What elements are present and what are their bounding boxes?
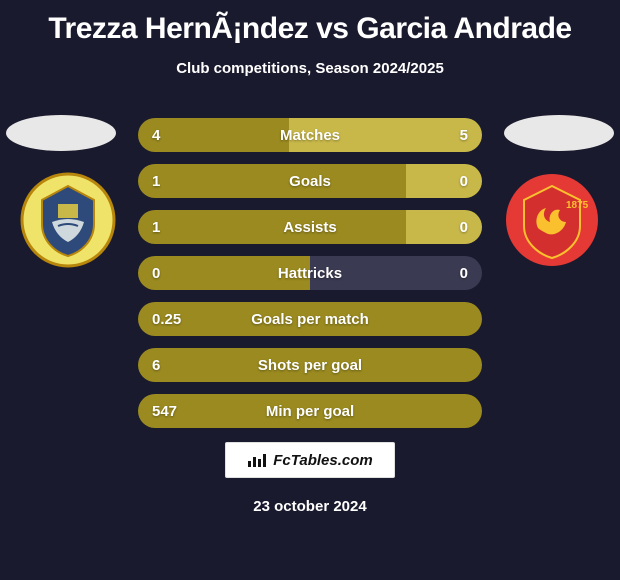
stat-bar-left — [138, 256, 310, 290]
crest-right-icon: 1875 — [504, 172, 600, 268]
stat-row: 00Hattricks — [138, 256, 482, 290]
stat-bar-left — [138, 118, 289, 152]
subtitle: Club competitions, Season 2024/2025 — [0, 60, 620, 77]
stat-row: 0.25Goals per match — [138, 302, 482, 336]
stat-bar-right — [406, 210, 482, 244]
stat-bar-left — [138, 394, 482, 428]
stat-bar-bg — [138, 118, 482, 152]
date-text: 23 october 2024 — [0, 498, 620, 515]
stat-row: 10Goals — [138, 164, 482, 198]
stat-row: 547Min per goal — [138, 394, 482, 428]
stat-bar-left — [138, 348, 482, 382]
stat-bar-right — [289, 118, 482, 152]
stat-bar-right — [406, 164, 482, 198]
stat-bar-bg — [138, 302, 482, 336]
stat-row: 10Assists — [138, 210, 482, 244]
stat-bar-left — [138, 210, 406, 244]
player-left-ellipse — [6, 115, 116, 151]
page-title: Trezza HernÃ¡ndez vs Garcia Andrade — [0, 0, 620, 46]
brand-text: FcTables.com — [273, 452, 372, 469]
stat-bar-left — [138, 302, 482, 336]
stat-bar-bg — [138, 348, 482, 382]
brand-chart-icon — [247, 452, 267, 468]
crest-left-icon — [20, 172, 116, 268]
stat-bar-bg — [138, 394, 482, 428]
stat-row: 45Matches — [138, 118, 482, 152]
club-crest-right: 1875 — [504, 172, 600, 268]
stat-bar-bg — [138, 164, 482, 198]
stat-bar-left — [138, 164, 406, 198]
stat-bar-right — [310, 256, 482, 290]
club-crest-left — [20, 172, 116, 268]
brand-badge: FcTables.com — [225, 442, 395, 478]
stat-bar-bg — [138, 256, 482, 290]
svg-text:1875: 1875 — [566, 200, 589, 211]
stats-container: 45Matches 10Goals 10Assists 00Hattricks 0.25… — [138, 118, 482, 440]
stat-bar-bg — [138, 210, 482, 244]
stat-row: 6Shots per goal — [138, 348, 482, 382]
player-right-ellipse — [504, 115, 614, 151]
